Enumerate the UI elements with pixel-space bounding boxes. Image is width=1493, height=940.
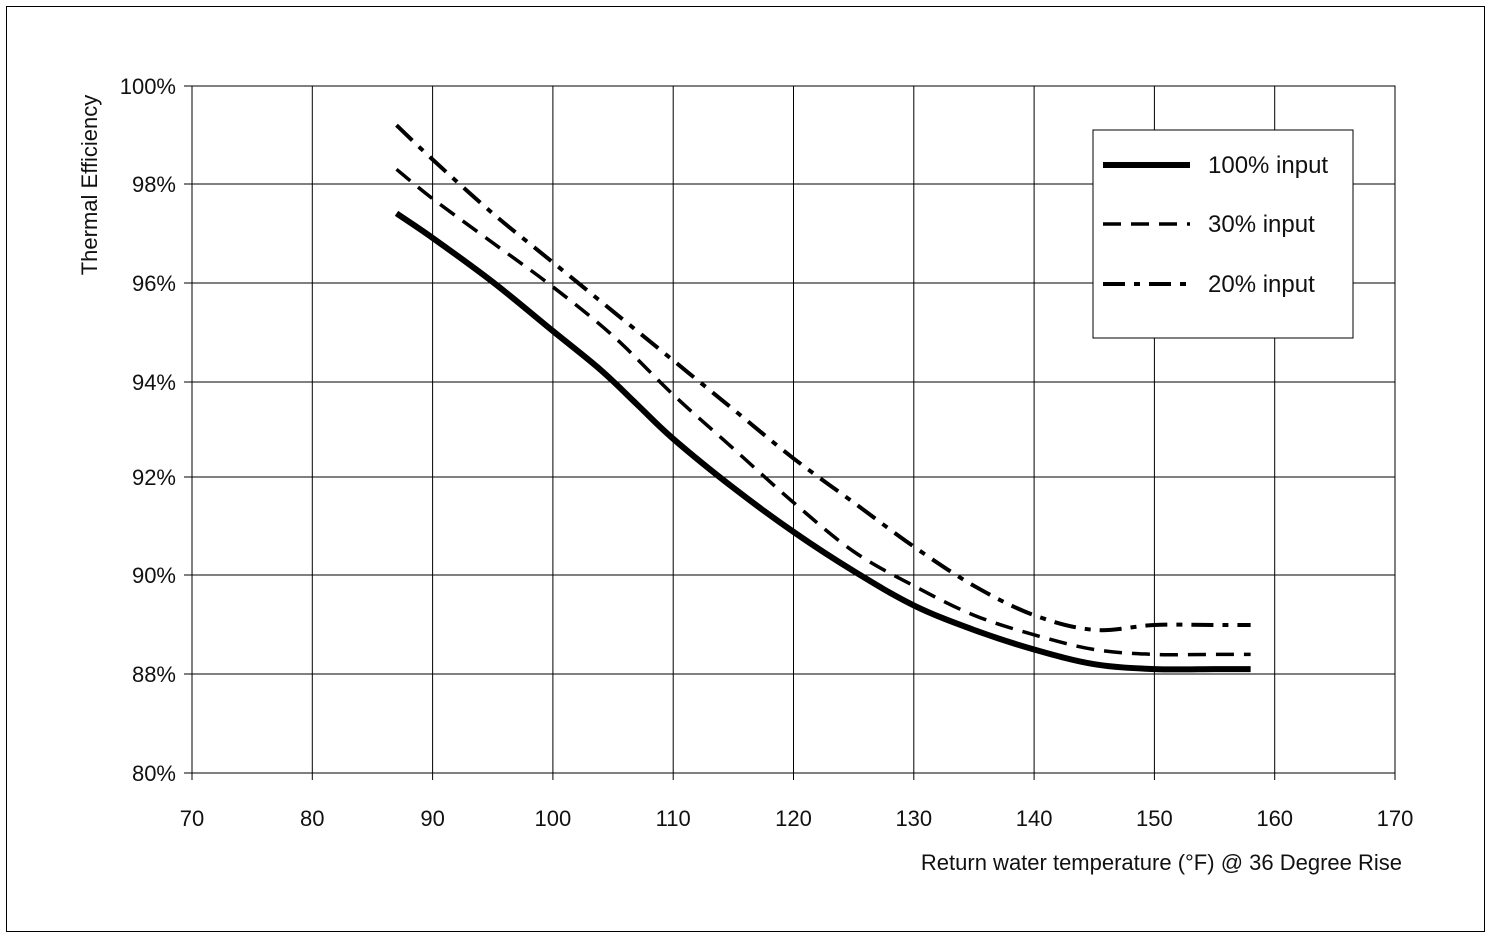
y-tick-label: 92% [132, 465, 176, 490]
x-tick-label: 150 [1136, 806, 1173, 831]
x-tick-label: 100 [535, 806, 572, 831]
tick-labels: 70 80 90 100 110 120 130 140 150 160 170 80% 88% 90% 9… [120, 74, 1414, 831]
legend-label: 100% input [1208, 152, 1328, 179]
x-tick-label: 140 [1016, 806, 1053, 831]
series-line-3 [395, 123, 1251, 633]
x-axis-title: Return water temperature (°F) @ 36 Degre… [921, 850, 1402, 875]
x-tick-label: 130 [895, 806, 932, 831]
x-tick-label: 90 [420, 806, 444, 831]
plot-border [191, 85, 1396, 774]
y-tick-label: 100% [120, 74, 176, 99]
series-line-2 [395, 167, 1251, 657]
y-tick-label: 80% [132, 761, 176, 786]
legend-label: 20% input [1208, 271, 1315, 298]
series-line-1 [394, 210, 1251, 673]
y-tick-label: 88% [132, 662, 176, 687]
y-tick-label: 94% [132, 370, 176, 395]
y-tick-label: 96% [132, 271, 176, 296]
y-tick-label: 98% [132, 172, 176, 197]
x-tick-label: 160 [1256, 806, 1293, 831]
chart-frame [6, 6, 1485, 932]
series-lines [394, 123, 1251, 673]
legend: 100% input 30% input 20% input [1092, 129, 1354, 339]
x-tick-label: 170 [1377, 806, 1414, 831]
x-tick-label: 110 [656, 806, 691, 831]
legend-label: 30% input [1208, 211, 1315, 238]
x-tick-label: 80 [300, 806, 324, 831]
x-tick-label: 120 [775, 806, 812, 831]
x-tick-label: 70 [180, 806, 204, 831]
y-tick-label: 90% [132, 563, 176, 588]
axes [184, 85, 1396, 780]
y-axis-title: Thermal Efficiency [77, 95, 102, 276]
